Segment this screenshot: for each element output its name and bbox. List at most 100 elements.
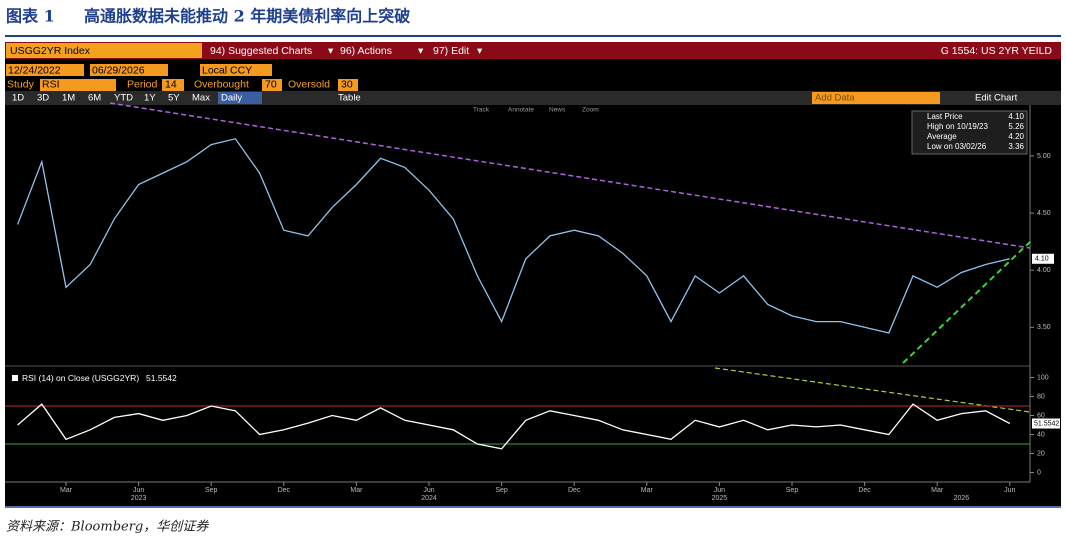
x-tick-label: Mar — [931, 487, 944, 494]
study: RSI — [42, 78, 60, 90]
add-data-box[interactable] — [812, 92, 940, 104]
menu[interactable]: 96) Actions — [340, 45, 392, 57]
x-tick-label: Jun — [133, 487, 144, 494]
x-tick-label: Dec — [278, 487, 291, 494]
rsi-title: RSI (14) on Close (USGG2YR) — [22, 373, 139, 383]
legend-label: Low on 03/02/26 — [927, 142, 987, 151]
header-bar — [5, 42, 1061, 59]
end-date-box[interactable] — [90, 64, 168, 76]
x-tick-label: Dec — [858, 487, 871, 494]
y-tick-label: 100 — [1037, 374, 1049, 381]
y-tick-label: 80 — [1037, 393, 1045, 400]
legend-label: High on 10/19/23 — [927, 122, 988, 131]
toolbar — [5, 91, 1061, 105]
currency-box[interactable] — [200, 64, 272, 76]
oversold: 30 — [341, 78, 353, 90]
frequency-box[interactable] — [218, 92, 262, 104]
y-tick-label: 0 — [1037, 469, 1041, 476]
study-box[interactable] — [40, 79, 116, 91]
figure-label: 图表 1 — [6, 7, 55, 26]
menu-arrow: ▾ — [418, 45, 424, 57]
x-tick-label: Jun — [714, 487, 725, 494]
start-date-box[interactable] — [6, 64, 84, 76]
x-tick-label: Sep — [786, 487, 799, 494]
overbought-box[interactable] — [262, 79, 282, 91]
y-tick-label: 4.50 — [1037, 210, 1051, 217]
last-price-tag — [1032, 253, 1054, 264]
x-tick-label: Sep — [495, 487, 508, 494]
x-year-label: 2024 — [421, 495, 437, 502]
start-date: 12/24/2022 — [8, 64, 61, 76]
resistance-trendline — [109, 102, 1031, 249]
chart-title: G 1554: US 2YR YEILD — [941, 45, 1053, 57]
x-tick-label: Dec — [568, 487, 581, 494]
tool[interactable]: News — [549, 107, 566, 114]
tool[interactable]: Zoom — [582, 107, 599, 114]
x-tick-label: Jun — [423, 487, 434, 494]
rsi-swatch — [12, 375, 18, 381]
x-year-label: 2026 — [954, 495, 970, 502]
y-tick-label: 60 — [1037, 412, 1045, 419]
oversold-box[interactable] — [338, 79, 358, 91]
add-data[interactable]: Add Data — [815, 93, 855, 104]
figure-title: 高通胀数据未能推动 2 年期美债利率向上突破 — [84, 7, 410, 26]
currency: Local CCY — [202, 64, 252, 76]
range-button[interactable]: YTD — [114, 93, 133, 104]
legend-box — [911, 110, 1028, 155]
x-tick-label: Sep — [205, 487, 218, 494]
ticker: USGG2YR Index — [10, 45, 91, 57]
y-tick-label: 40 — [1037, 431, 1045, 438]
x-tick-label: Mar — [350, 487, 363, 494]
end-date: 06/29/2026 — [92, 64, 145, 76]
edit-chart[interactable]: Edit Chart — [975, 93, 1018, 104]
series-line — [17, 403, 1011, 450]
last-rsi-tag — [1032, 418, 1060, 429]
last-rsi: 51.5542 — [1034, 420, 1059, 427]
terminal — [5, 42, 1061, 506]
series-line — [16, 138, 1010, 334]
legend-value: 4.20 — [1008, 132, 1024, 141]
legend-value: 4.10 — [1008, 112, 1024, 121]
table-button[interactable]: Table — [338, 93, 361, 104]
legend-value: 3.36 — [1008, 142, 1024, 151]
x-tick-label: Mar — [641, 487, 654, 494]
range-button[interactable]: 5Y — [168, 93, 180, 104]
period-box[interactable] — [162, 79, 184, 91]
ticker-box[interactable] — [6, 43, 202, 58]
frequency[interactable]: Daily — [221, 93, 242, 104]
legend-label: Last Price — [927, 112, 963, 121]
y-tick-label: 4.00 — [1037, 267, 1051, 274]
rsi-last-value: 51.5542 — [146, 373, 177, 383]
range-button[interactable]: 1D — [12, 93, 24, 104]
overbought: 70 — [265, 78, 277, 90]
period-label: Period — [127, 78, 158, 90]
range-button[interactable]: Max — [192, 93, 210, 104]
legend-label: Average — [927, 132, 957, 141]
tool[interactable]: Track — [473, 107, 490, 114]
x-tick-label: Jun — [1004, 487, 1015, 494]
range-button[interactable]: 6M — [88, 93, 101, 104]
menu[interactable]: 94) Suggested Charts — [210, 45, 312, 57]
last-price: 4.10 — [1035, 256, 1049, 263]
tool[interactable]: Annotate — [508, 107, 534, 114]
menu[interactable]: 97) Edit — [433, 45, 469, 57]
range-button[interactable]: 1M — [62, 93, 75, 104]
period: 14 — [165, 78, 177, 90]
overbought-label: Overbought — [194, 78, 249, 90]
study-label: Study — [7, 78, 35, 90]
rsi-trendline — [714, 367, 1031, 413]
x-year-label: 2025 — [712, 495, 728, 502]
x-year-label: 2023 — [131, 495, 147, 502]
oversold-label: Oversold — [288, 78, 330, 90]
menu-arrow: ▾ — [477, 45, 483, 57]
menu-arrow: ▾ — [328, 45, 334, 57]
legend-value: 5.26 — [1008, 122, 1024, 131]
range-button[interactable]: 1Y — [144, 93, 156, 104]
y-tick-label: 20 — [1037, 450, 1045, 457]
x-tick-label: Mar — [60, 487, 73, 494]
source: 资料来源：Bloomberg，华创证券 — [6, 520, 209, 535]
y-tick-label: 5.00 — [1037, 153, 1051, 160]
range-button[interactable]: 3D — [37, 93, 49, 104]
